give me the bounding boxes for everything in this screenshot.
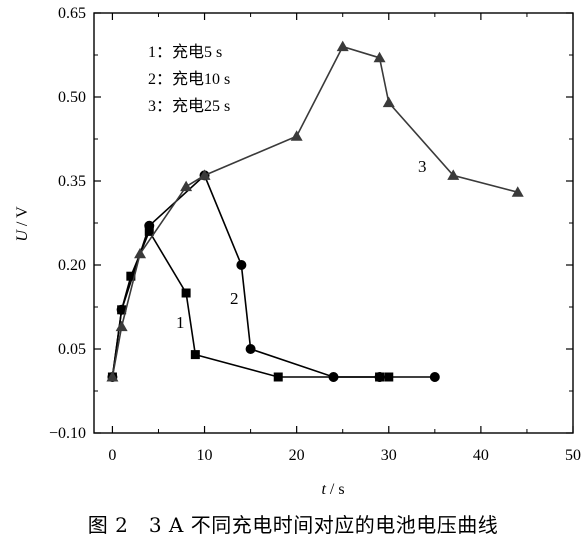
series-2-point bbox=[116, 304, 127, 315]
series-1-point bbox=[144, 226, 154, 236]
series-3-point bbox=[511, 186, 524, 197]
y-tick-label: 0.20 bbox=[58, 257, 86, 274]
series-1-point bbox=[126, 271, 136, 281]
y-tick-label: −0.10 bbox=[49, 425, 86, 442]
y-axis-label-variable: U bbox=[14, 229, 31, 242]
x-tick-label: 20 bbox=[289, 447, 305, 464]
series-1-point bbox=[190, 350, 200, 360]
series-2-point bbox=[245, 344, 256, 354]
y-axis-label-unit: / V bbox=[14, 206, 31, 230]
series-1-point bbox=[273, 372, 283, 382]
series-3-point bbox=[447, 169, 460, 180]
series-1 bbox=[107, 226, 394, 382]
series-2-point bbox=[429, 372, 440, 382]
svg-text:U / V: U / V bbox=[14, 206, 31, 242]
x-tick-label: 40 bbox=[473, 447, 489, 464]
curve-label-2: 2 bbox=[230, 289, 239, 308]
legend-entry-2: 2：充电10 s bbox=[148, 70, 230, 88]
series-3-line bbox=[111, 45, 518, 378]
series-3-point bbox=[106, 371, 119, 382]
x-axis-label-unit: / s bbox=[326, 481, 345, 498]
x-tick-label: 30 bbox=[381, 447, 397, 464]
series-1-line bbox=[111, 229, 389, 378]
y-tick-label: 0.50 bbox=[58, 89, 86, 106]
legend: 1：充电5 s 2：充电10 s 3：充电25 s bbox=[148, 43, 230, 115]
x-tick-label: 0 bbox=[108, 447, 116, 464]
legend-entry-3: 3：充电25 s bbox=[148, 97, 230, 115]
curve-label-1: 1 bbox=[176, 313, 185, 332]
x-axis-label: t / s bbox=[321, 481, 344, 498]
figure-caption: 图 2 3 A 不同充电时间对应的电池电压曲线 bbox=[87, 513, 499, 537]
series-2-point bbox=[374, 372, 385, 382]
y-tick-label: 0.35 bbox=[58, 173, 86, 190]
y-tick-label: 0.65 bbox=[58, 5, 86, 22]
series-3-point bbox=[115, 320, 128, 332]
series-2-line bbox=[111, 174, 435, 378]
axis-ticks: 0 10 20 30 40 50 −0.10 0.05 0.20 0.35 0.50 0.65 bbox=[49, 5, 581, 464]
series-3-point bbox=[373, 51, 386, 63]
curve-label-3: 3 bbox=[418, 157, 427, 176]
x-axis-label-variable: t bbox=[321, 481, 326, 498]
y-tick-label: 0.05 bbox=[58, 341, 86, 358]
series-2-point bbox=[236, 260, 247, 270]
series-2 bbox=[107, 170, 440, 382]
y-axis-label: U / V bbox=[14, 206, 31, 242]
series-2-point bbox=[144, 220, 155, 231]
series-3-point bbox=[198, 169, 211, 180]
series-2-point bbox=[328, 372, 339, 382]
x-tick-label: 10 bbox=[197, 447, 213, 464]
series-3-point bbox=[134, 247, 147, 259]
series-3-point bbox=[290, 130, 303, 141]
legend-entry-1: 1：充电5 s bbox=[148, 43, 222, 61]
series-3-point bbox=[180, 180, 193, 192]
series-3-point bbox=[382, 96, 395, 108]
series-3 bbox=[106, 40, 524, 382]
series-layer bbox=[106, 40, 524, 382]
series-3-point bbox=[336, 40, 349, 52]
series-1-point bbox=[181, 288, 191, 298]
x-tick-label: 50 bbox=[565, 447, 581, 464]
